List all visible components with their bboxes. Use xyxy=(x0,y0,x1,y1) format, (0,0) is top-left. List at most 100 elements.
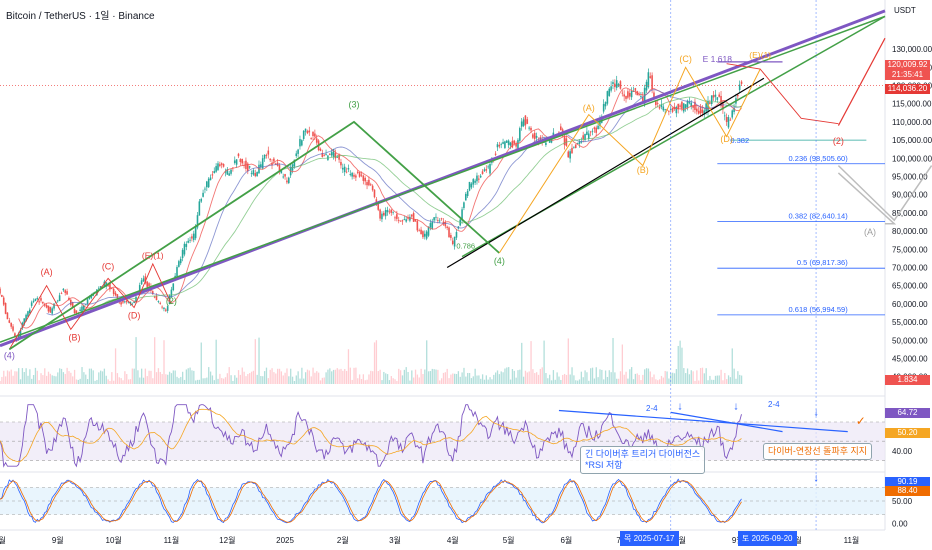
volume-bar xyxy=(446,368,448,384)
volume-bar xyxy=(709,375,711,384)
wave-label-8: (4) xyxy=(494,256,505,266)
candle-body xyxy=(623,94,625,97)
candle-body xyxy=(602,104,605,112)
candle xyxy=(595,125,598,137)
candle-body xyxy=(701,109,704,114)
volume-bar xyxy=(686,368,689,384)
stoch-d-line xyxy=(0,480,742,523)
candle xyxy=(528,126,530,131)
candle xyxy=(38,299,40,305)
volume-bar xyxy=(422,374,424,384)
volume-bar xyxy=(411,370,413,384)
candle-body xyxy=(418,230,421,232)
candle-body xyxy=(703,110,706,115)
candle xyxy=(422,230,424,240)
volume-bar xyxy=(98,372,100,384)
candle xyxy=(625,95,627,103)
candle xyxy=(608,87,611,97)
volume-bar xyxy=(364,380,366,384)
candle-body xyxy=(328,153,331,155)
volume-bar xyxy=(62,372,65,384)
volume-bar xyxy=(617,378,620,384)
candle xyxy=(545,141,547,147)
candle xyxy=(297,148,299,158)
rsi-mark-left: 2-4 xyxy=(646,404,658,413)
candle xyxy=(425,230,428,241)
candle xyxy=(450,232,452,241)
fib-level-label-1: 0.382 (82,640.14) xyxy=(789,212,849,221)
candle xyxy=(587,130,590,142)
volume-bar xyxy=(68,371,70,384)
candle-body xyxy=(146,281,148,287)
candle xyxy=(0,286,1,296)
volume-bar xyxy=(640,380,642,384)
volume-bar xyxy=(349,367,351,384)
volume-bar xyxy=(705,368,707,384)
candle-body xyxy=(124,301,126,303)
candle xyxy=(612,79,614,90)
volume-bar xyxy=(472,376,474,384)
candle xyxy=(228,170,230,176)
price-tick-65000: 65,000.00 xyxy=(892,282,928,291)
date-label-first: 목 2025-07-17 xyxy=(620,531,679,546)
wave-label-16: E 1.618 xyxy=(703,54,733,64)
volume-bar xyxy=(60,368,63,384)
volume-bar xyxy=(157,368,160,384)
candle-body xyxy=(198,201,201,216)
volume-bar xyxy=(66,367,68,384)
candle-body xyxy=(278,165,281,172)
volume-bar xyxy=(407,372,409,384)
volume-bar xyxy=(580,371,583,384)
volume-bar xyxy=(444,372,446,384)
candle xyxy=(342,163,344,174)
candle xyxy=(142,275,145,283)
wave-label-5: (E)(1) xyxy=(142,250,164,260)
volume-bar xyxy=(506,367,508,384)
volume-bar xyxy=(724,372,726,384)
candle-body xyxy=(127,301,130,303)
volume-bar xyxy=(368,374,370,384)
candle xyxy=(181,248,184,262)
wave-label-2: (B) xyxy=(69,332,81,342)
candle-body xyxy=(1,294,3,297)
candle xyxy=(226,167,229,175)
candle-body xyxy=(424,233,426,237)
volume-bar xyxy=(703,373,705,384)
candle-body xyxy=(274,163,277,165)
volume-bar xyxy=(271,368,273,384)
candle-body xyxy=(634,88,637,91)
current-price-badge: 120,009.92 xyxy=(885,60,930,70)
candle xyxy=(211,171,214,179)
candle-body xyxy=(256,172,258,177)
candle xyxy=(45,303,48,309)
volume-bar xyxy=(409,380,411,384)
candle xyxy=(589,130,592,137)
candle xyxy=(505,139,508,143)
candle-body xyxy=(519,128,521,141)
candle xyxy=(323,153,325,157)
candle xyxy=(401,219,404,225)
candle-body xyxy=(526,119,529,124)
candle-body xyxy=(202,192,204,197)
candle xyxy=(468,181,471,192)
candle-body xyxy=(153,296,156,298)
volume-bar xyxy=(120,378,122,384)
candle xyxy=(265,153,268,159)
candle-body xyxy=(466,190,469,197)
volume-bar xyxy=(491,379,493,384)
candle xyxy=(580,137,583,144)
candle-body xyxy=(614,83,616,88)
candle xyxy=(189,236,191,244)
volume-bar xyxy=(729,377,732,384)
volume-bar xyxy=(92,370,94,384)
candle xyxy=(161,305,163,310)
volume-bar xyxy=(707,380,709,384)
volume-bar xyxy=(722,380,724,384)
candle xyxy=(476,172,478,185)
candle xyxy=(310,137,312,140)
rsi-note-line2: *RSI 저항 xyxy=(585,460,623,470)
volume-bar xyxy=(178,378,180,384)
volume-bar xyxy=(127,379,130,384)
candle xyxy=(466,188,469,198)
